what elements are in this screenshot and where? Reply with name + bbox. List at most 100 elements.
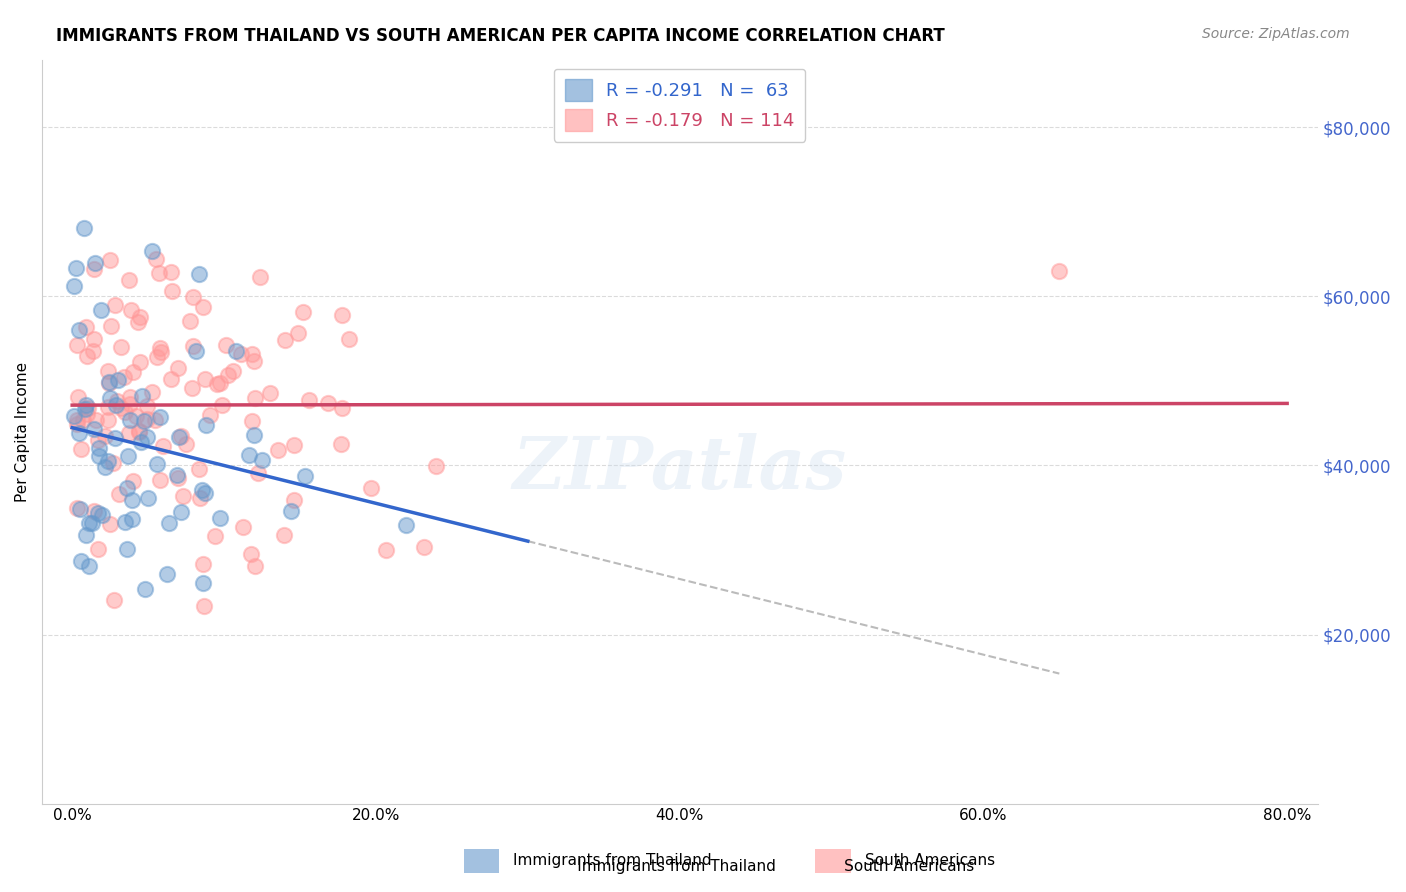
Text: Source: ZipAtlas.com: Source: ZipAtlas.com [1202, 27, 1350, 41]
Immigrants from Thailand [84, 255, 107, 269]
South Americans [172, 489, 194, 503]
Immigrants from Thailand [120, 413, 142, 427]
Immigrants from Thailand [191, 575, 214, 590]
Immigrants from Thailand [70, 554, 93, 568]
South Americans [245, 559, 267, 574]
South Americans [208, 376, 231, 390]
South Americans [110, 401, 132, 416]
South Americans [136, 412, 159, 426]
South Americans [298, 392, 321, 407]
South Americans [243, 391, 266, 405]
South Americans [84, 412, 107, 426]
South Americans [69, 442, 91, 457]
South Americans [98, 252, 121, 267]
South Americans [101, 456, 124, 470]
Immigrants from Thailand [87, 441, 110, 455]
Immigrants from Thailand [167, 430, 190, 444]
South Americans [143, 413, 166, 427]
Immigrants from Thailand [195, 418, 218, 433]
South Americans [174, 436, 197, 450]
South Americans [97, 400, 120, 414]
Immigrants from Thailand [225, 343, 247, 358]
Immigrants from Thailand [156, 566, 179, 581]
South Americans [167, 361, 190, 376]
South Americans [217, 368, 239, 383]
South Americans [183, 338, 205, 352]
South Americans [120, 396, 142, 410]
South Americans [240, 347, 263, 361]
South Americans [122, 474, 145, 488]
Immigrants from Thailand [250, 453, 273, 467]
South Americans [77, 401, 100, 416]
Immigrants from Thailand [157, 516, 180, 530]
Immigrants from Thailand [69, 502, 91, 516]
Immigrants from Thailand [243, 428, 266, 442]
South Americans [194, 372, 217, 386]
South Americans [152, 439, 174, 453]
South Americans [211, 398, 233, 412]
Immigrants from Thailand [98, 376, 121, 390]
Immigrants from Thailand [107, 374, 129, 388]
South Americans [318, 396, 340, 410]
South Americans [267, 442, 290, 457]
South Americans [135, 399, 157, 413]
Immigrants from Thailand [73, 402, 96, 417]
South Americans [215, 338, 238, 352]
South Americans [128, 424, 150, 438]
South Americans [104, 298, 127, 312]
Immigrants from Thailand [80, 516, 103, 530]
South Americans [103, 593, 125, 607]
Immigrants from Thailand [73, 220, 96, 235]
Text: Immigrants from Thailand: Immigrants from Thailand [513, 854, 711, 869]
Immigrants from Thailand [115, 541, 138, 556]
South Americans [145, 252, 167, 266]
Immigrants from Thailand [104, 431, 127, 445]
South Americans [118, 391, 141, 405]
South Americans [98, 376, 121, 390]
South Americans [148, 266, 170, 280]
South Americans [239, 547, 262, 561]
Immigrants from Thailand [77, 516, 100, 530]
Immigrants from Thailand [280, 504, 302, 518]
Immigrants from Thailand [89, 450, 111, 464]
South Americans [128, 310, 150, 324]
Immigrants from Thailand [83, 422, 105, 436]
Immigrants from Thailand [186, 344, 208, 359]
South Americans [273, 528, 295, 542]
Immigrants from Thailand [208, 510, 231, 524]
South Americans [291, 305, 314, 319]
South Americans [242, 414, 264, 428]
Immigrants from Thailand [75, 398, 97, 412]
South Americans [283, 492, 305, 507]
South Americans [127, 315, 149, 329]
South Americans [170, 429, 193, 443]
South Americans [66, 501, 89, 516]
South Americans [330, 437, 353, 451]
South Americans [83, 504, 105, 518]
Immigrants from Thailand [294, 469, 316, 483]
Immigrants from Thailand [146, 457, 169, 471]
Immigrants from Thailand [77, 558, 100, 573]
Immigrants from Thailand [87, 506, 110, 520]
Legend: R = -0.291   N =  63, R = -0.179   N = 114: R = -0.291 N = 63, R = -0.179 N = 114 [554, 69, 806, 142]
Immigrants from Thailand [135, 430, 157, 444]
Y-axis label: Per Capita Income: Per Capita Income [15, 361, 30, 501]
South Americans [98, 516, 121, 531]
South Americans [183, 290, 205, 304]
South Americans [72, 413, 94, 427]
South Americans [83, 332, 105, 346]
South Americans [105, 394, 128, 409]
South Americans [66, 413, 89, 427]
South Americans [122, 365, 145, 379]
South Americans [259, 386, 281, 401]
South Americans [83, 261, 105, 276]
Immigrants from Thailand [115, 481, 138, 495]
South Americans [193, 599, 215, 614]
Immigrants from Thailand [98, 391, 121, 405]
South Americans [187, 462, 209, 476]
South Americans [204, 529, 226, 543]
Immigrants from Thailand [131, 389, 153, 403]
South Americans [200, 408, 222, 422]
South Americans [1047, 264, 1070, 278]
South Americans [222, 363, 245, 377]
